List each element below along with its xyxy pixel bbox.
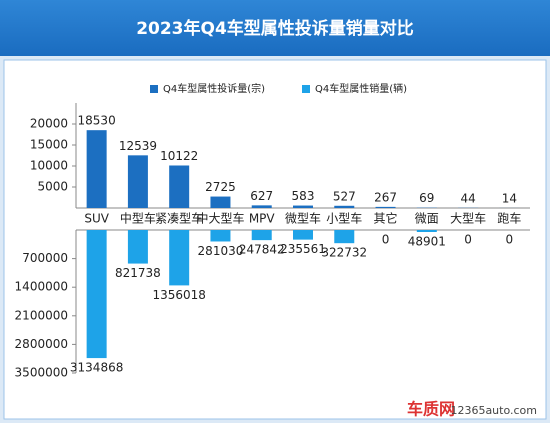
chart-title: 2023年Q4车型属性投诉量销量对比: [136, 18, 414, 39]
data-label: 821738: [115, 266, 161, 280]
legend-label: Q4车型属性投诉量(宗): [163, 82, 265, 95]
bar: [210, 230, 230, 241]
data-label: 267: [374, 190, 397, 204]
data-label: 3134868: [70, 361, 123, 375]
data-label: 0: [464, 233, 472, 247]
y-tick-label: 1400000: [15, 280, 68, 294]
watermark-logo: 车质网: [407, 400, 455, 419]
bar: [252, 230, 272, 240]
x-tick-label: 小型车: [326, 211, 362, 226]
y-tick-label: 5000: [37, 180, 68, 194]
x-tick-label: SUV: [84, 212, 109, 226]
data-label: 12539: [119, 139, 157, 153]
data-label: 44: [460, 191, 475, 205]
bar: [87, 130, 107, 208]
bar: [128, 155, 148, 208]
y-tick-label: 700000: [22, 251, 68, 265]
legend-swatch: [302, 85, 310, 93]
data-label: 322732: [321, 246, 367, 260]
bar: [210, 197, 230, 208]
bar: [293, 230, 313, 240]
x-tick-label: 微型车: [285, 211, 321, 226]
data-label: 527: [333, 189, 356, 203]
x-tick-label: 大型车: [450, 211, 486, 226]
data-label: 0: [506, 233, 514, 247]
y-tick-label: 10000: [30, 159, 68, 173]
y-tick-label: 2800000: [15, 337, 68, 351]
data-label: 1356018: [152, 288, 205, 302]
data-label: 627: [250, 189, 273, 203]
data-label: 14: [502, 191, 517, 205]
bar: [169, 165, 189, 208]
data-label: 247842: [239, 243, 285, 257]
data-label: 0: [382, 233, 390, 247]
x-tick-label: 微面: [415, 212, 439, 226]
data-label: 18530: [78, 114, 116, 128]
x-tick-label: 中大型车: [196, 211, 244, 226]
data-label: 2725: [205, 180, 236, 194]
x-tick-label: 中型车: [120, 211, 156, 226]
legend-swatch: [150, 85, 158, 93]
bar: [417, 230, 437, 232]
data-label: 10122: [160, 149, 198, 163]
data-label: 583: [292, 189, 315, 203]
data-label: 48901: [408, 234, 446, 248]
bar: [128, 230, 148, 264]
data-label: 69: [419, 191, 434, 205]
bar: [252, 205, 272, 208]
bar: [334, 230, 354, 243]
y-tick-label: 3500000: [15, 366, 68, 380]
watermark-site: 12365auto.com: [450, 404, 537, 417]
bar: [169, 230, 189, 285]
y-tick-label: 20000: [30, 117, 68, 131]
x-tick-label: 其它: [374, 211, 398, 226]
data-label: 235561: [280, 242, 326, 256]
bar: [293, 206, 313, 208]
x-tick-label: MPV: [249, 212, 276, 226]
y-tick-label: 15000: [30, 138, 68, 152]
legend-label: Q4车型属性销量(辆): [315, 82, 407, 95]
bar: [376, 207, 396, 208]
x-tick-label: 跑车: [497, 211, 521, 226]
bar: [87, 230, 107, 358]
bar: [334, 206, 354, 208]
y-tick-label: 2100000: [15, 308, 68, 322]
data-label: 281030: [198, 244, 244, 258]
